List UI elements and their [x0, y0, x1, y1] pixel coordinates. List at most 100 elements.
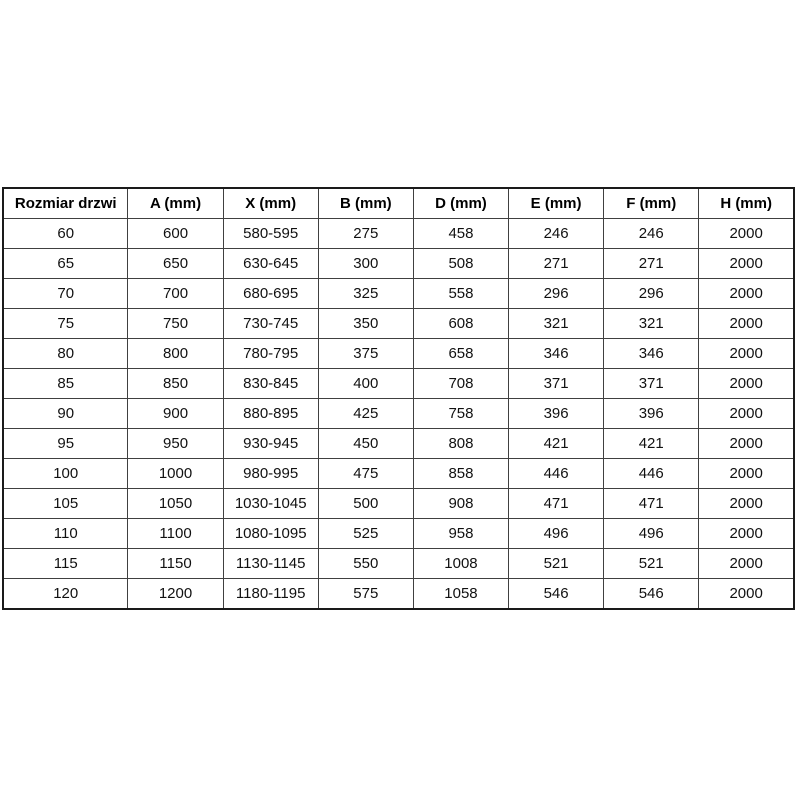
- table-cell: 2000: [698, 488, 795, 519]
- table-cell: 321: [603, 308, 700, 339]
- column-header-1: A (mm): [127, 187, 224, 219]
- table-cell: 508: [412, 248, 510, 279]
- table-cell: 65: [2, 248, 129, 279]
- table-cell: 246: [508, 218, 605, 249]
- table-cell: 496: [603, 518, 700, 549]
- table-cell: 105: [2, 488, 129, 519]
- table-cell: 2000: [698, 368, 795, 399]
- table-cell: 271: [603, 248, 700, 279]
- table-cell: 1030-1045: [222, 488, 319, 519]
- table-cell: 90: [2, 398, 129, 429]
- table-cell: 2000: [698, 548, 795, 579]
- table-cell: 521: [508, 548, 605, 579]
- table-cell: 110: [2, 518, 129, 549]
- table-row-80: 80 800 780-795 375 658 346 346 2000: [2, 338, 795, 369]
- column-header-3: B (mm): [317, 187, 414, 219]
- table-row-115: 115 1150 1130-1145 550 1008 521 521 2000: [2, 548, 795, 579]
- table-cell: 275: [317, 218, 414, 249]
- table-cell: 900: [127, 398, 224, 429]
- table-cell: 60: [2, 218, 129, 249]
- table-cell: 958: [412, 518, 510, 549]
- table-cell: 780-795: [222, 338, 319, 369]
- table-cell: 296: [508, 278, 605, 309]
- table-cell: 1050: [127, 488, 224, 519]
- table-cell: 1080-1095: [222, 518, 319, 549]
- table-cell: 371: [603, 368, 700, 399]
- table-cell: 1100: [127, 518, 224, 549]
- table-cell: 346: [603, 338, 700, 369]
- table-cell: 1000: [127, 458, 224, 489]
- table-cell: 950: [127, 428, 224, 459]
- table-cell: 1180-1195: [222, 578, 319, 610]
- table-cell: 1200: [127, 578, 224, 610]
- table-cell: 446: [603, 458, 700, 489]
- table-cell: 346: [508, 338, 605, 369]
- table-cell: 758: [412, 398, 510, 429]
- table-row-60: 60 600 580-595 275 458 246 246 2000: [2, 218, 795, 249]
- table-cell: 246: [603, 218, 700, 249]
- table-cell: 600: [127, 218, 224, 249]
- table-cell: 830-845: [222, 368, 319, 399]
- table-row-110: 110 1100 1080-1095 525 958 496 496 2000: [2, 518, 795, 549]
- table-cell: 1008: [412, 548, 510, 579]
- table-cell: 1058: [412, 578, 510, 610]
- table-cell: 1130-1145: [222, 548, 319, 579]
- table-cell: 396: [508, 398, 605, 429]
- table-cell: 496: [508, 518, 605, 549]
- column-header-0: Rozmiar drzwi: [2, 187, 129, 219]
- table-cell: 850: [127, 368, 224, 399]
- table-cell: 2000: [698, 518, 795, 549]
- table-cell: 458: [412, 218, 510, 249]
- table-cell: 708: [412, 368, 510, 399]
- table-cell: 575: [317, 578, 414, 610]
- table-cell: 808: [412, 428, 510, 459]
- table-row-120: 120 1200 1180-1195 575 1058 546 546 2000: [2, 578, 795, 610]
- table-cell: 296: [603, 278, 700, 309]
- table-cell: 630-645: [222, 248, 319, 279]
- table-cell: 650: [127, 248, 224, 279]
- table-cell: 100: [2, 458, 129, 489]
- table-cell: 858: [412, 458, 510, 489]
- table-cell: 525: [317, 518, 414, 549]
- table-cell: 80: [2, 338, 129, 369]
- table-cell: 521: [603, 548, 700, 579]
- table-cell: 396: [603, 398, 700, 429]
- table-cell: 120: [2, 578, 129, 610]
- table-cell: 500: [317, 488, 414, 519]
- table-cell: 471: [508, 488, 605, 519]
- table-cell: 450: [317, 428, 414, 459]
- table-cell: 321: [508, 308, 605, 339]
- table-cell: 70: [2, 278, 129, 309]
- table-row-75: 75 750 730-745 350 608 321 321 2000: [2, 308, 795, 339]
- table-cell: 446: [508, 458, 605, 489]
- table-cell: 95: [2, 428, 129, 459]
- table-cell: 546: [603, 578, 700, 610]
- table-cell: 2000: [698, 248, 795, 279]
- table-cell: 558: [412, 278, 510, 309]
- table-cell: 2000: [698, 578, 795, 610]
- column-header-7: H (mm): [698, 187, 795, 219]
- table-cell: 2000: [698, 458, 795, 489]
- table-cell: 371: [508, 368, 605, 399]
- table-cell: 546: [508, 578, 605, 610]
- table-cell: 425: [317, 398, 414, 429]
- table-cell: 800: [127, 338, 224, 369]
- table-cell: 271: [508, 248, 605, 279]
- table-cell: 350: [317, 308, 414, 339]
- table-cell: 980-995: [222, 458, 319, 489]
- column-header-2: X (mm): [222, 187, 319, 219]
- table-cell: 300: [317, 248, 414, 279]
- table-row-100: 100 1000 980-995 475 858 446 446 2000: [2, 458, 795, 489]
- table-cell: 75: [2, 308, 129, 339]
- table-cell: 880-895: [222, 398, 319, 429]
- table-row-70: 70 700 680-695 325 558 296 296 2000: [2, 278, 795, 309]
- table-cell: 421: [508, 428, 605, 459]
- column-header-6: F (mm): [603, 187, 700, 219]
- table-cell: 2000: [698, 308, 795, 339]
- table-cell: 400: [317, 368, 414, 399]
- table-cell: 2000: [698, 398, 795, 429]
- table-cell: 2000: [698, 338, 795, 369]
- table-row-95: 95 950 930-945 450 808 421 421 2000: [2, 428, 795, 459]
- table-row-105: 105 1050 1030-1045 500 908 471 471 2000: [2, 488, 795, 519]
- table-header: Rozmiar drzwi A (mm) X (mm) B (mm) D (mm) E (…: [2, 187, 795, 219]
